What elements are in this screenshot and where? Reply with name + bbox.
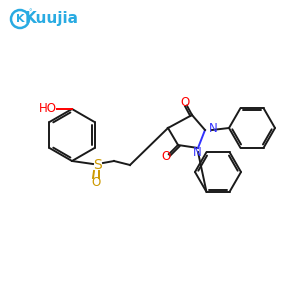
Text: N: N (193, 146, 201, 160)
Text: Kuujia: Kuujia (25, 11, 79, 26)
Text: N: N (209, 122, 218, 136)
Text: HO: HO (39, 103, 57, 116)
Text: O: O (180, 95, 190, 109)
Text: S: S (94, 158, 102, 172)
Text: K: K (16, 14, 24, 24)
Text: O: O (92, 176, 100, 190)
Text: °: ° (28, 9, 32, 15)
Text: O: O (161, 151, 171, 164)
